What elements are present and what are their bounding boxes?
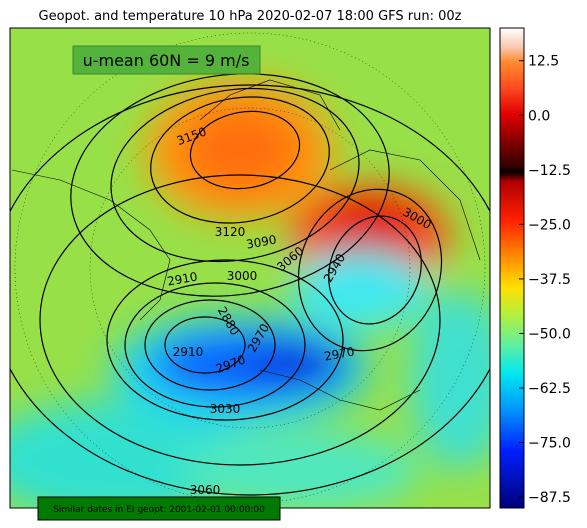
contour-label: 2910 [166,270,199,289]
colorbar-tick-label: −62.5 [528,381,571,397]
contour-label: 2910 [173,345,204,359]
title: Geopot. and temperature 10 hPa 2020-02-0… [39,9,462,24]
colorbar-tick-label: −87.5 [528,490,571,506]
colorbar-tick-label: −25.0 [528,217,571,233]
annotation: u-mean 60N = 9 m/s [83,51,250,70]
colorbar-tick-label: −75.0 [528,436,571,452]
colorbar [499,27,525,509]
colorbar-tick-label: 12.5 [528,54,559,70]
annotation-box [72,45,261,75]
contour-label: 3060 [190,483,221,497]
contour-label: 3000 [227,269,258,283]
colorbar-tick-label: −37.5 [528,272,571,288]
contour-label: 3090 [245,233,278,252]
colorbar-tick-label: −50.0 [528,326,571,342]
colorbar-ticks: 12.5 0.0 −12.5 −25.0 −37.5 −50.0 −62.5 −75.0 −87… [519,54,571,506]
colorbar-tick-label: 0.0 [528,108,550,124]
footer-box [37,496,281,521]
contour-label: 3120 [215,225,246,239]
map [10,28,490,508]
footer: Similar dates in EI geopt: 2001-02-01 00… [53,505,265,515]
contours [10,73,490,496]
contour-label: 3030 [210,402,241,416]
coastlines [11,79,481,411]
contour-label: 2970 [323,345,356,364]
colorbar-tick-label: −12.5 [528,163,571,179]
